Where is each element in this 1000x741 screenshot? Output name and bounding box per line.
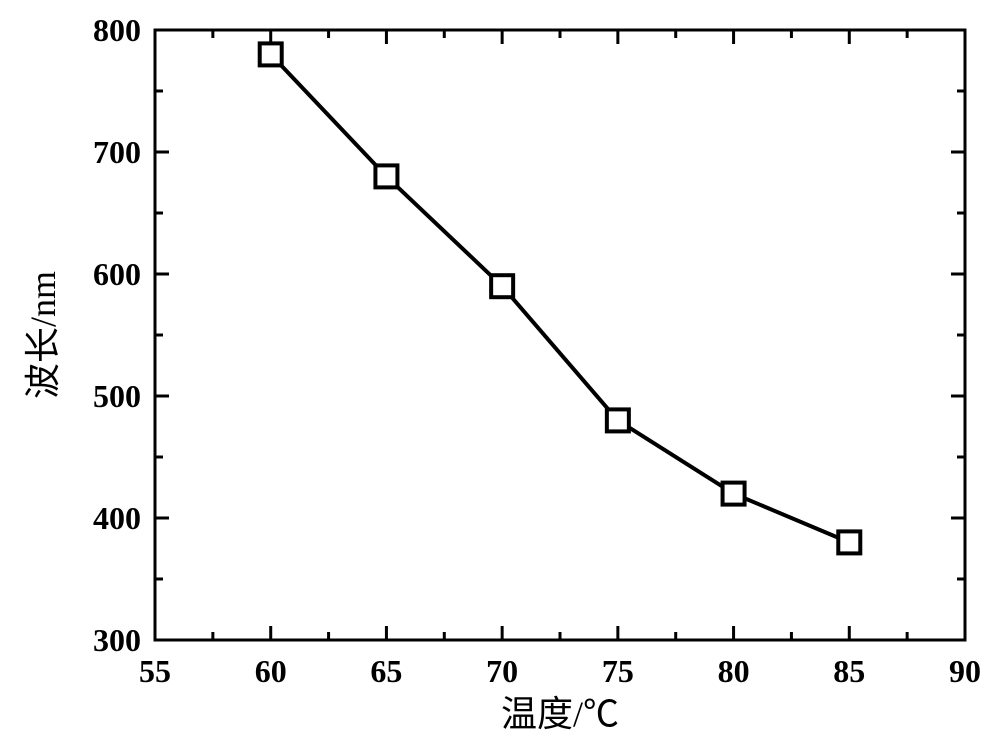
data-marker bbox=[375, 165, 397, 187]
x-tick-label: 75 bbox=[602, 653, 634, 689]
data-marker bbox=[838, 531, 860, 553]
y-tick-label: 600 bbox=[93, 256, 141, 292]
x-tick-label: 65 bbox=[370, 653, 402, 689]
y-tick-label: 800 bbox=[93, 12, 141, 48]
data-marker bbox=[260, 43, 282, 65]
x-tick-label: 90 bbox=[949, 653, 981, 689]
x-tick-label: 80 bbox=[718, 653, 750, 689]
x-axis-label: 温度/℃ bbox=[501, 694, 619, 734]
y-tick-label: 400 bbox=[93, 500, 141, 536]
x-tick-label: 55 bbox=[139, 653, 171, 689]
wavelength-vs-temperature-chart: 55 60 65 70 75 80 85 90 300 400 500 600 700 800 温度/℃ 波长… bbox=[0, 0, 1000, 741]
y-axis-label: 波长/nm bbox=[23, 271, 63, 399]
x-tick-label: 70 bbox=[486, 653, 518, 689]
chart-svg: 55 60 65 70 75 80 85 90 300 400 500 600 700 800 温度/℃ 波长… bbox=[0, 0, 1000, 741]
y-tick-label: 300 bbox=[93, 622, 141, 658]
x-tick-label: 60 bbox=[255, 653, 287, 689]
x-tick-label: 85 bbox=[833, 653, 865, 689]
y-tick-label: 500 bbox=[93, 378, 141, 414]
data-marker bbox=[723, 483, 745, 505]
data-marker bbox=[607, 409, 629, 431]
data-marker bbox=[491, 275, 513, 297]
y-tick-label: 700 bbox=[93, 134, 141, 170]
